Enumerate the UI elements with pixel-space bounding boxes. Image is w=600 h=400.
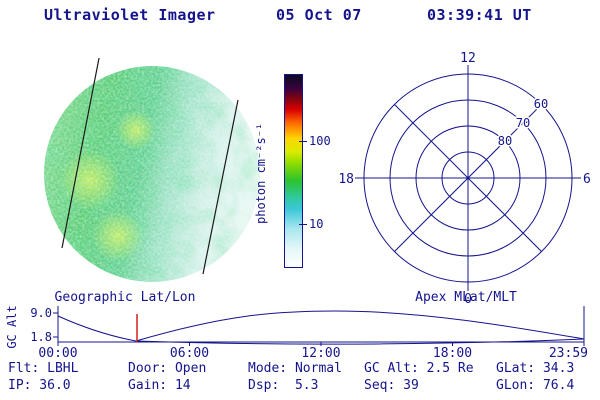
status-door: Door: Open <box>128 361 207 376</box>
mlat-label-80: 80 <box>498 134 512 148</box>
colorbar-unit-label: photon cm⁻²s⁻¹ <box>254 122 268 224</box>
mlt-label-0: 0 <box>464 292 472 306</box>
xtick-0600: 06:00 <box>170 346 209 361</box>
orbit-axes <box>53 306 585 346</box>
ytick-1-8: 1.8 <box>30 330 52 344</box>
terminator-line-right <box>202 99 239 275</box>
colorbar-tick-100-mark <box>299 141 307 142</box>
colorbar <box>284 74 303 268</box>
ytick-9: 9.0 <box>30 306 52 320</box>
colorbar-tick-10-mark <box>299 224 307 225</box>
status-glon: GLon: 76.4 <box>496 378 575 393</box>
status-glat: GLat: 34.3 <box>496 361 575 376</box>
mlat-label-70: 70 <box>516 116 530 130</box>
xtick-0000: 00:00 <box>38 346 77 361</box>
disk-caption: Geographic Lat/Lon <box>54 290 196 305</box>
uv-earth-disk-image <box>44 58 260 282</box>
polar-caption: Apex MLat/MLT <box>415 290 517 305</box>
header-time: 03:39:41 UT <box>427 6 532 24</box>
orbit-ylabel: GC Alt <box>5 305 19 348</box>
polar-circles <box>355 65 581 291</box>
orbit-altitude-chart: GC Alt 9.0 1.8 00:00 06:00 12:00 18:00 2… <box>5 305 588 361</box>
status-gain: Gain: 14 <box>128 378 191 393</box>
orbit-altitude-curve <box>57 310 585 345</box>
xtick-1200: 12:00 <box>301 346 340 361</box>
polar-mlat-mlt-grid: 12 18 6 0 60 70 80 <box>338 51 591 306</box>
app-title: Ultraviolet Imager <box>44 6 216 24</box>
xtick-2359: 23:59 <box>549 346 588 361</box>
status-ip: IP: 36.0 <box>8 378 71 393</box>
header-date: 05 Oct 07 <box>276 6 362 24</box>
status-mode: Mode: Normal <box>248 361 342 376</box>
mlt-label-6: 6 <box>583 172 591 187</box>
terminator-line-left <box>61 58 100 249</box>
status-dsp: Dsp: 5.3 <box>248 378 319 393</box>
mlt-label-18: 18 <box>338 172 354 187</box>
mlt-label-12: 12 <box>460 51 476 66</box>
status-gc-alt: GC Alt: 2.5 Re <box>364 361 474 376</box>
uv-emission-texture <box>44 66 260 282</box>
status-seq: Seq: 39 <box>364 378 419 393</box>
colorbar-tick-10-label: 10 <box>309 217 324 231</box>
xtick-1800: 18:00 <box>433 346 472 361</box>
colorbar-tick-100-label: 100 <box>309 134 331 148</box>
mlat-label-60: 60 <box>534 97 548 111</box>
status-flt: Flt: LBHL <box>8 361 79 376</box>
